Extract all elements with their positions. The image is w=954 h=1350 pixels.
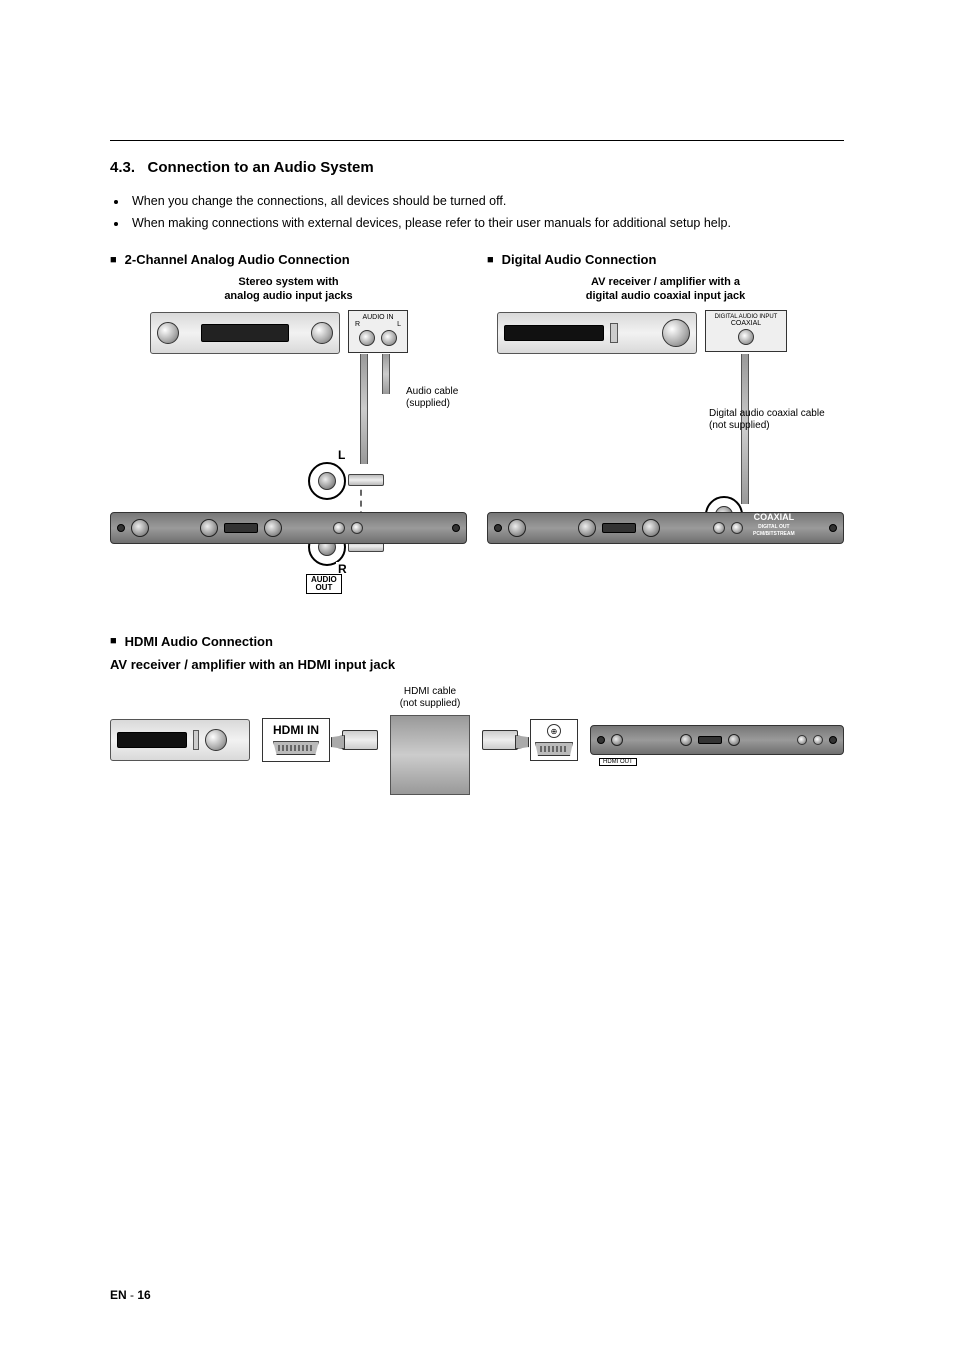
bullet-item: When making connections with external de… xyxy=(128,216,844,230)
hdmi-subhead: AV receiver / amplifier with an HDMI inp… xyxy=(110,657,844,672)
port-icon xyxy=(200,519,218,537)
digital-subhead: AV receiver / amplifier with a digital a… xyxy=(487,275,844,304)
port-icon xyxy=(264,519,282,537)
hdmi-receiver xyxy=(110,719,250,761)
slot-icon xyxy=(610,323,618,343)
av-receiver xyxy=(497,312,697,354)
coax-jack-icon xyxy=(738,329,754,345)
hdmi-cable-group: HDMI cable (not supplied) xyxy=(390,686,470,795)
rca-jack-icon xyxy=(318,472,336,490)
section-number: 4.3. xyxy=(110,159,135,176)
port-icon xyxy=(680,734,692,746)
digital-heading: Digital Audio Connection xyxy=(487,252,844,267)
hdmi-diagram: HDMI IN HDMI cable (not supplied) ⊕ xyxy=(110,686,844,795)
section-title: 4.3. Connection to an Audio System xyxy=(110,159,844,176)
display-icon xyxy=(201,324,289,342)
knob-icon xyxy=(157,322,179,344)
hdmi-out-label: HDMI OUT xyxy=(599,758,637,766)
display-icon xyxy=(504,325,604,341)
knob-icon xyxy=(311,322,333,344)
section-name: Connection to an Audio System xyxy=(148,159,374,176)
screw-icon xyxy=(452,524,460,532)
slot-icon xyxy=(193,730,199,750)
screw-icon xyxy=(829,736,837,744)
hdmi-plug-icon xyxy=(482,730,518,750)
screw-icon xyxy=(117,524,125,532)
screw-icon xyxy=(597,736,605,744)
rca-jack-icon xyxy=(333,522,345,534)
audio-out-label: AUDIO OUT xyxy=(306,574,342,595)
coax-in-label: COAXIAL xyxy=(712,320,780,327)
port-icon xyxy=(508,519,526,537)
slot-icon xyxy=(698,736,722,744)
bullet-list: When you change the connections, all dev… xyxy=(128,194,844,230)
stereo-system xyxy=(150,312,340,354)
screw-icon xyxy=(829,524,837,532)
rule-top xyxy=(110,140,844,141)
rca-jack-icon xyxy=(797,735,807,745)
player-rear-panel-small: HDMI OUT xyxy=(590,725,844,755)
hdmi-port-icon xyxy=(535,742,573,756)
digital-diagram: DIGITAL AUDIO INPUT COAXIAL Digital audi… xyxy=(487,304,844,604)
coaxial-out-label: COAXIAL DIGITAL OUT PCM/BITSTREAM xyxy=(753,513,795,537)
hdmi-in-label: HDMI IN xyxy=(273,723,319,737)
rca-jack-icon xyxy=(381,330,397,346)
analog-column: 2-Channel Analog Audio Connection Stereo… xyxy=(110,252,467,604)
cable-icon xyxy=(360,354,368,464)
knob-icon xyxy=(662,319,690,347)
footer-sep: - xyxy=(127,1288,138,1302)
dai-label: DIGITAL AUDIO INPUT xyxy=(712,314,780,320)
cable-icon xyxy=(382,354,390,394)
r-label: R xyxy=(355,321,360,328)
hdmi-plug-icon xyxy=(342,730,378,750)
analog-subhead: Stereo system with analog audio input ja… xyxy=(110,275,467,304)
page-footer: EN - 16 xyxy=(110,1288,151,1302)
port-icon xyxy=(611,734,623,746)
slot-icon xyxy=(602,523,636,533)
player-rear-panel xyxy=(110,512,467,544)
hdmi-out-module: ⊕ xyxy=(530,719,578,761)
audio-in-label: AUDIO IN xyxy=(355,314,401,321)
analog-heading: 2-Channel Analog Audio Connection xyxy=(110,252,467,267)
knob-icon xyxy=(205,729,227,751)
footer-page: 16 xyxy=(137,1288,150,1302)
hdmi-cable-caption: HDMI cable (not supplied) xyxy=(400,686,461,711)
rca-plug-icon xyxy=(348,474,384,486)
digital-column: Digital Audio Connection AV receiver / a… xyxy=(487,252,844,604)
two-column-diagrams: 2-Channel Analog Audio Connection Stereo… xyxy=(110,252,844,604)
hdmi-port-icon xyxy=(273,741,319,755)
audio-in-module: AUDIO IN R L xyxy=(348,310,408,353)
l-letter: L xyxy=(336,448,347,462)
footer-lang: EN xyxy=(110,1288,127,1302)
hdmi-heading: HDMI Audio Connection xyxy=(110,634,844,649)
analog-diagram: AUDIO IN R L Audio cabl xyxy=(110,304,467,604)
slot-icon xyxy=(224,523,258,533)
cable-icon xyxy=(390,715,470,795)
globe-icon: ⊕ xyxy=(547,724,561,738)
digital-input-module: DIGITAL AUDIO INPUT COAXIAL xyxy=(705,310,787,352)
display-icon xyxy=(117,732,187,748)
rca-jack-icon xyxy=(351,522,363,534)
rca-jack-icon xyxy=(813,735,823,745)
hdmi-in-module: HDMI IN xyxy=(262,718,330,762)
port-icon xyxy=(131,519,149,537)
port-icon xyxy=(728,734,740,746)
cable-caption: Audio cable (supplied) xyxy=(406,386,458,411)
rca-jack-icon xyxy=(731,522,743,534)
port-icon xyxy=(642,519,660,537)
l-label: L xyxy=(397,321,401,328)
rca-jack-icon xyxy=(359,330,375,346)
bullet-item: When you change the connections, all dev… xyxy=(128,194,844,208)
port-icon xyxy=(578,519,596,537)
rca-jack-icon xyxy=(713,522,725,534)
screw-icon xyxy=(494,524,502,532)
coax-cable-caption: Digital audio coaxial cable (not supplie… xyxy=(709,408,825,433)
port-ring-l xyxy=(308,462,346,500)
